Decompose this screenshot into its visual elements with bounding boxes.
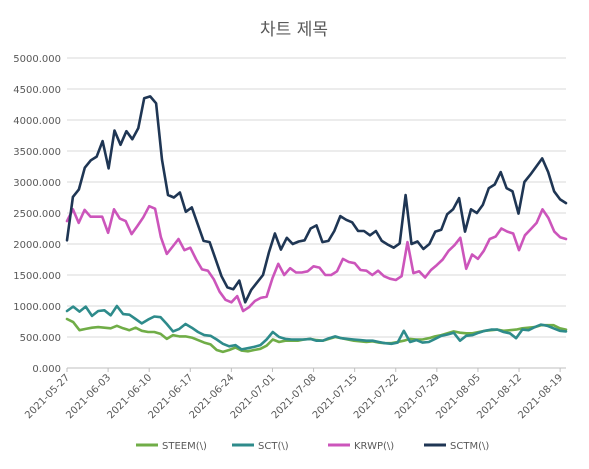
- y-axis-ticks: 0.000 500.000 1000.000 1500.000 2000.000 2500…: [13, 54, 61, 375]
- y-tick-label: 1000.000: [13, 302, 61, 313]
- series-line-1: [65, 304, 568, 351]
- legend-label: STEEM(\): [162, 441, 207, 452]
- y-tick-label: 2500.000: [13, 209, 61, 220]
- y-tick-label: 4500.000: [13, 85, 61, 96]
- legend-label: SCT(\): [258, 441, 289, 452]
- chart-title: 차트 제목: [260, 20, 328, 40]
- y-tick-label: 0.000: [32, 364, 61, 375]
- y-tick-label: 5000.000: [13, 54, 61, 65]
- series-lines: [65, 95, 568, 354]
- y-tick-label: 3000.000: [13, 178, 61, 189]
- y-tick-label: 2000.000: [13, 240, 61, 251]
- y-tick-label: 3500.000: [13, 147, 61, 158]
- y-tick-label: 1500.000: [13, 271, 61, 282]
- legend-label: KRWP(\): [354, 441, 394, 452]
- gridlines: [67, 57, 566, 369]
- legend: STEEM(\) SCT(\) KRWP(\) SCTM(\): [136, 441, 489, 452]
- series-line-3: [65, 95, 568, 304]
- legend-label: SCTM(\): [450, 441, 489, 452]
- series-line-2: [65, 204, 568, 313]
- y-tick-label: 4000.000: [13, 116, 61, 127]
- y-tick-label: 500.000: [20, 333, 61, 344]
